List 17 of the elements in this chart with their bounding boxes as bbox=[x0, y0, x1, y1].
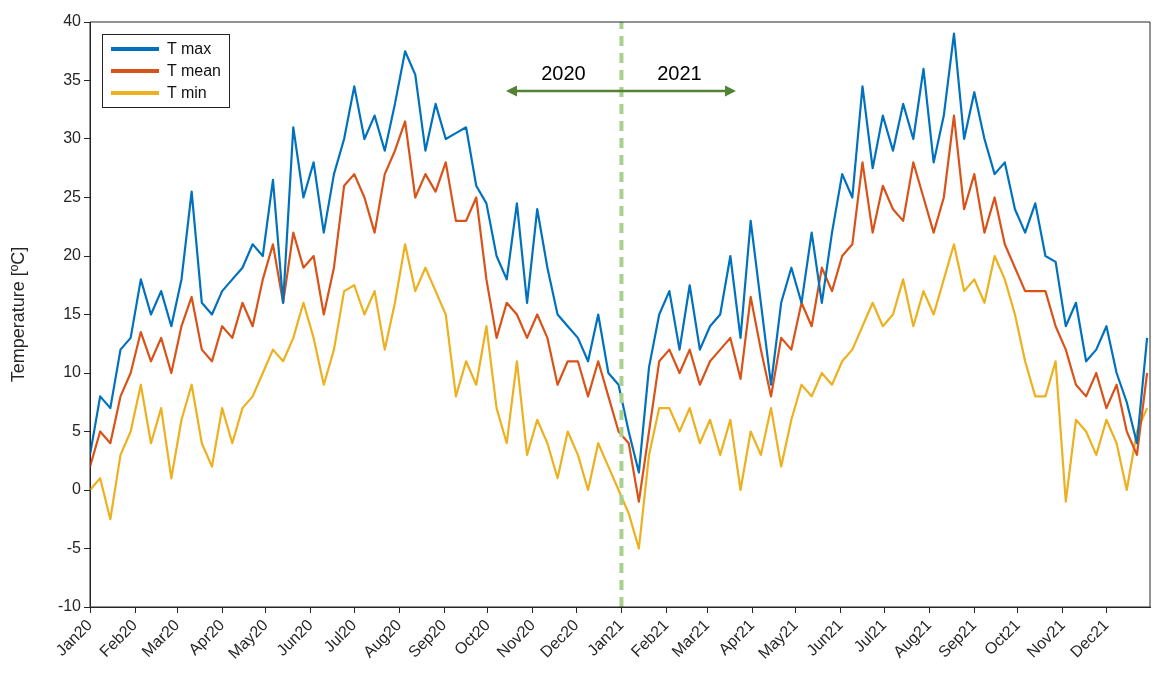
legend-label: T mean bbox=[167, 62, 221, 80]
y-tick-label: 0 bbox=[72, 480, 82, 498]
annotation: 2020 bbox=[541, 61, 586, 84]
y-tick-label: -5 bbox=[66, 538, 82, 556]
y-tick-label: 5 bbox=[72, 421, 82, 439]
y-tick-label: 25 bbox=[63, 187, 82, 205]
y-tick-label: 30 bbox=[63, 129, 82, 147]
legend-label: T min bbox=[167, 84, 207, 102]
y-tick-label: 35 bbox=[63, 70, 82, 88]
annotation: 2021 bbox=[657, 61, 702, 84]
y-tick-label: 15 bbox=[63, 304, 82, 322]
y-axis-title: Temperature [ºC] bbox=[7, 246, 28, 383]
y-tick-label: -10 bbox=[57, 597, 82, 615]
legend-label: T max bbox=[167, 40, 212, 58]
y-tick-label: 10 bbox=[63, 363, 82, 381]
y-tick-label: 20 bbox=[63, 246, 82, 264]
y-tick-label: 40 bbox=[63, 12, 82, 30]
